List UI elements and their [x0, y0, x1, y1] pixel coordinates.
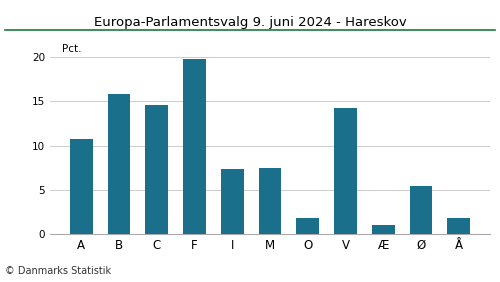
Bar — [448, 218, 470, 234]
Bar — [372, 225, 394, 234]
Bar — [258, 168, 281, 234]
Text: Pct.: Pct. — [62, 44, 82, 54]
Bar — [183, 59, 206, 234]
Text: Europa-Parlamentsvalg 9. juni 2024 - Hareskov: Europa-Parlamentsvalg 9. juni 2024 - Har… — [94, 16, 406, 28]
Text: © Danmarks Statistik: © Danmarks Statistik — [5, 266, 111, 276]
Bar — [410, 186, 432, 234]
Bar — [108, 94, 130, 234]
Bar — [146, 105, 168, 234]
Bar — [334, 109, 357, 234]
Bar — [296, 218, 319, 234]
Bar — [221, 169, 244, 234]
Bar — [70, 139, 92, 234]
